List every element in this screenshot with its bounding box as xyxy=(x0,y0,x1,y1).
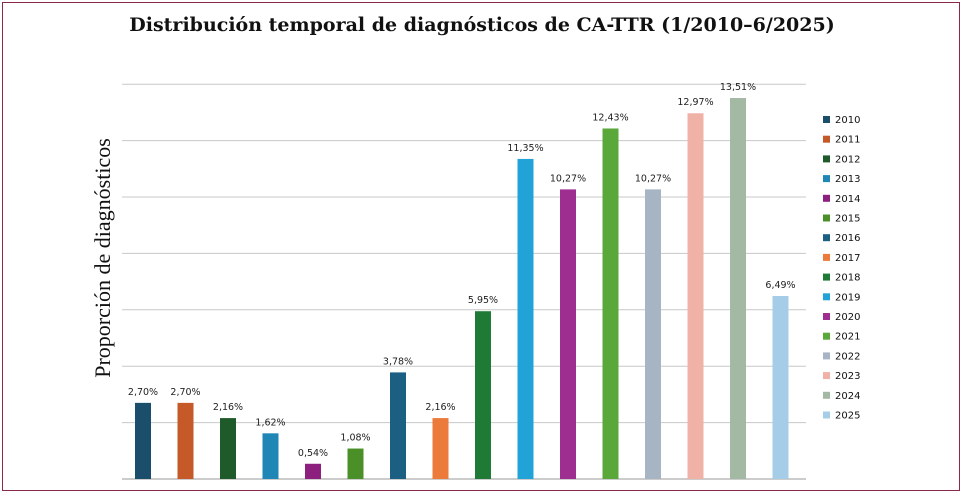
legend-label-2021: 2021 xyxy=(835,332,860,343)
legend-label-2019: 2019 xyxy=(835,292,860,303)
bar-data-labels: 2,70% 2,70% 2,16% 1,62% 0,54% 1,08% 3,78% 2,16%… xyxy=(128,82,796,459)
bar-label-2015: 1,08% xyxy=(340,433,370,444)
bar-2012 xyxy=(220,418,236,479)
bar-label-2024: 13,51% xyxy=(720,82,756,93)
bar-label-2019: 11,35% xyxy=(507,143,543,154)
bar-label-2011: 2,70% xyxy=(170,387,200,398)
bar-2011 xyxy=(177,402,194,479)
legend: 2010 2011 2012 2013 2014 2015 2016 2017 2018 2019… xyxy=(823,115,860,422)
bar-2024 xyxy=(730,98,746,479)
chart-title: Distribución temporal de diagnósticos de… xyxy=(129,14,835,36)
bar-2013 xyxy=(262,433,279,479)
legend-label-2013: 2013 xyxy=(835,174,860,185)
legend-swatch-2012 xyxy=(823,155,830,163)
bar-label-2022: 10,27% xyxy=(635,173,671,184)
legend-label-2018: 2018 xyxy=(835,273,860,284)
bar-2022 xyxy=(645,189,661,480)
bar-label-2018: 5,95% xyxy=(468,295,498,306)
legend-swatch-2016 xyxy=(823,234,830,242)
legend-label-2023: 2023 xyxy=(835,371,860,382)
bar-2019 xyxy=(517,158,534,479)
legend-swatch-2014 xyxy=(823,194,830,202)
legend-swatch-2013 xyxy=(823,175,830,183)
bar-2018 xyxy=(475,311,491,479)
legend-swatch-2023 xyxy=(823,372,830,380)
bar-label-2017: 2,16% xyxy=(425,402,455,413)
bar-2021 xyxy=(602,128,619,479)
legend-label-2025: 2025 xyxy=(835,411,860,422)
legend-label-2017: 2017 xyxy=(835,253,860,264)
bar-label-2014: 0,54% xyxy=(298,448,328,459)
bar-label-2020: 10,27% xyxy=(550,173,586,184)
bar-label-2023: 12,97% xyxy=(677,97,713,108)
legend-swatch-2022 xyxy=(823,352,830,360)
legend-swatch-2024 xyxy=(823,391,830,399)
legend-swatch-2021 xyxy=(823,332,830,340)
legend-label-2012: 2012 xyxy=(835,154,860,165)
legend-swatch-2011 xyxy=(823,135,830,143)
legend-swatch-2017 xyxy=(823,253,830,261)
bar-label-2012: 2,16% xyxy=(213,402,243,413)
bar-label-2025: 6,49% xyxy=(765,280,795,291)
legend-swatch-2015 xyxy=(823,214,830,222)
bar-label-2021: 12,43% xyxy=(592,112,628,123)
bar-label-2010: 2,70% xyxy=(128,387,158,398)
bar-2014 xyxy=(305,463,321,479)
legend-label-2016: 2016 xyxy=(835,233,860,244)
legend-label-2014: 2014 xyxy=(835,194,860,205)
legend-swatch-2019 xyxy=(823,293,830,301)
legend-label-2024: 2024 xyxy=(835,391,860,402)
bar-label-2013: 1,62% xyxy=(255,417,285,428)
legend-swatch-2018 xyxy=(823,273,830,281)
legend-label-2022: 2022 xyxy=(835,351,860,362)
bar-2023 xyxy=(687,113,704,479)
legend-swatch-2010 xyxy=(823,116,830,123)
legend-swatch-2020 xyxy=(823,313,830,320)
bars xyxy=(135,98,789,480)
legend-label-2020: 2020 xyxy=(835,312,860,323)
bar-2017 xyxy=(432,418,449,479)
legend-label-2010: 2010 xyxy=(835,115,860,126)
bar-2025 xyxy=(772,295,789,479)
bar-2015 xyxy=(347,448,364,479)
legend-label-2011: 2011 xyxy=(835,135,860,146)
legend-label-2015: 2015 xyxy=(835,214,860,225)
bar-2016 xyxy=(390,372,406,479)
bar-label-2016: 3,78% xyxy=(383,356,413,367)
legend-swatch-2025 xyxy=(823,411,830,419)
bar-2010 xyxy=(135,402,151,479)
bar-2020 xyxy=(560,189,576,480)
